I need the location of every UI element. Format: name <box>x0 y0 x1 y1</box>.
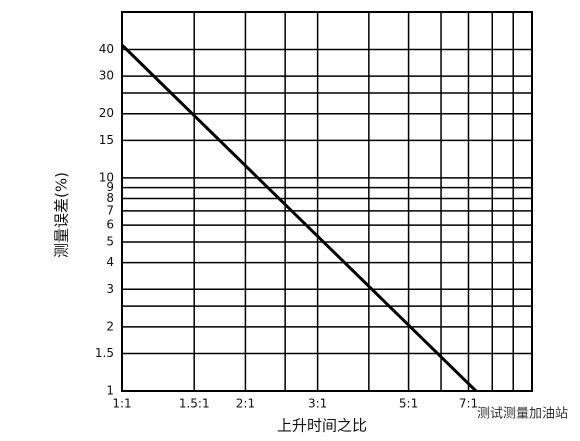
y-tick-label: 30 <box>99 69 114 83</box>
y-tick-label: 7 <box>106 203 114 217</box>
y-tick-label: 15 <box>99 133 114 147</box>
x-tick-label: 1.5:1 <box>179 397 210 411</box>
y-tick-label: 40 <box>99 42 114 56</box>
watermark: 测试测量加油站 <box>477 407 568 422</box>
y-tick-label: 20 <box>99 106 114 120</box>
x-axis-title: 上升时间之比 <box>277 417 367 435</box>
y-tick-label: 8 <box>106 191 114 205</box>
line <box>120 43 478 393</box>
y-tick-label: 10 <box>99 170 114 184</box>
plot-frame <box>121 11 533 392</box>
y-tick-label: 1.5 <box>95 346 114 360</box>
y-tick-label: 6 <box>106 218 114 232</box>
y-tick-label: 4 <box>106 255 114 269</box>
x-tick-label: 5:1 <box>399 397 418 411</box>
y-tick-label: 1 <box>106 384 114 398</box>
y-tick-label: 2 <box>106 319 114 333</box>
y-tick-label: 5 <box>106 235 114 249</box>
y-tick-label: 3 <box>106 282 114 296</box>
x-tick-label: 2:1 <box>236 397 255 411</box>
y-tick-label: 9 <box>106 180 114 194</box>
x-tick-label: 1:1 <box>112 397 131 411</box>
x-tick-label: 3:1 <box>308 397 327 411</box>
x-tick-label: 7:1 <box>459 397 478 411</box>
y-axis-title: 测量误差(%) <box>53 172 71 258</box>
